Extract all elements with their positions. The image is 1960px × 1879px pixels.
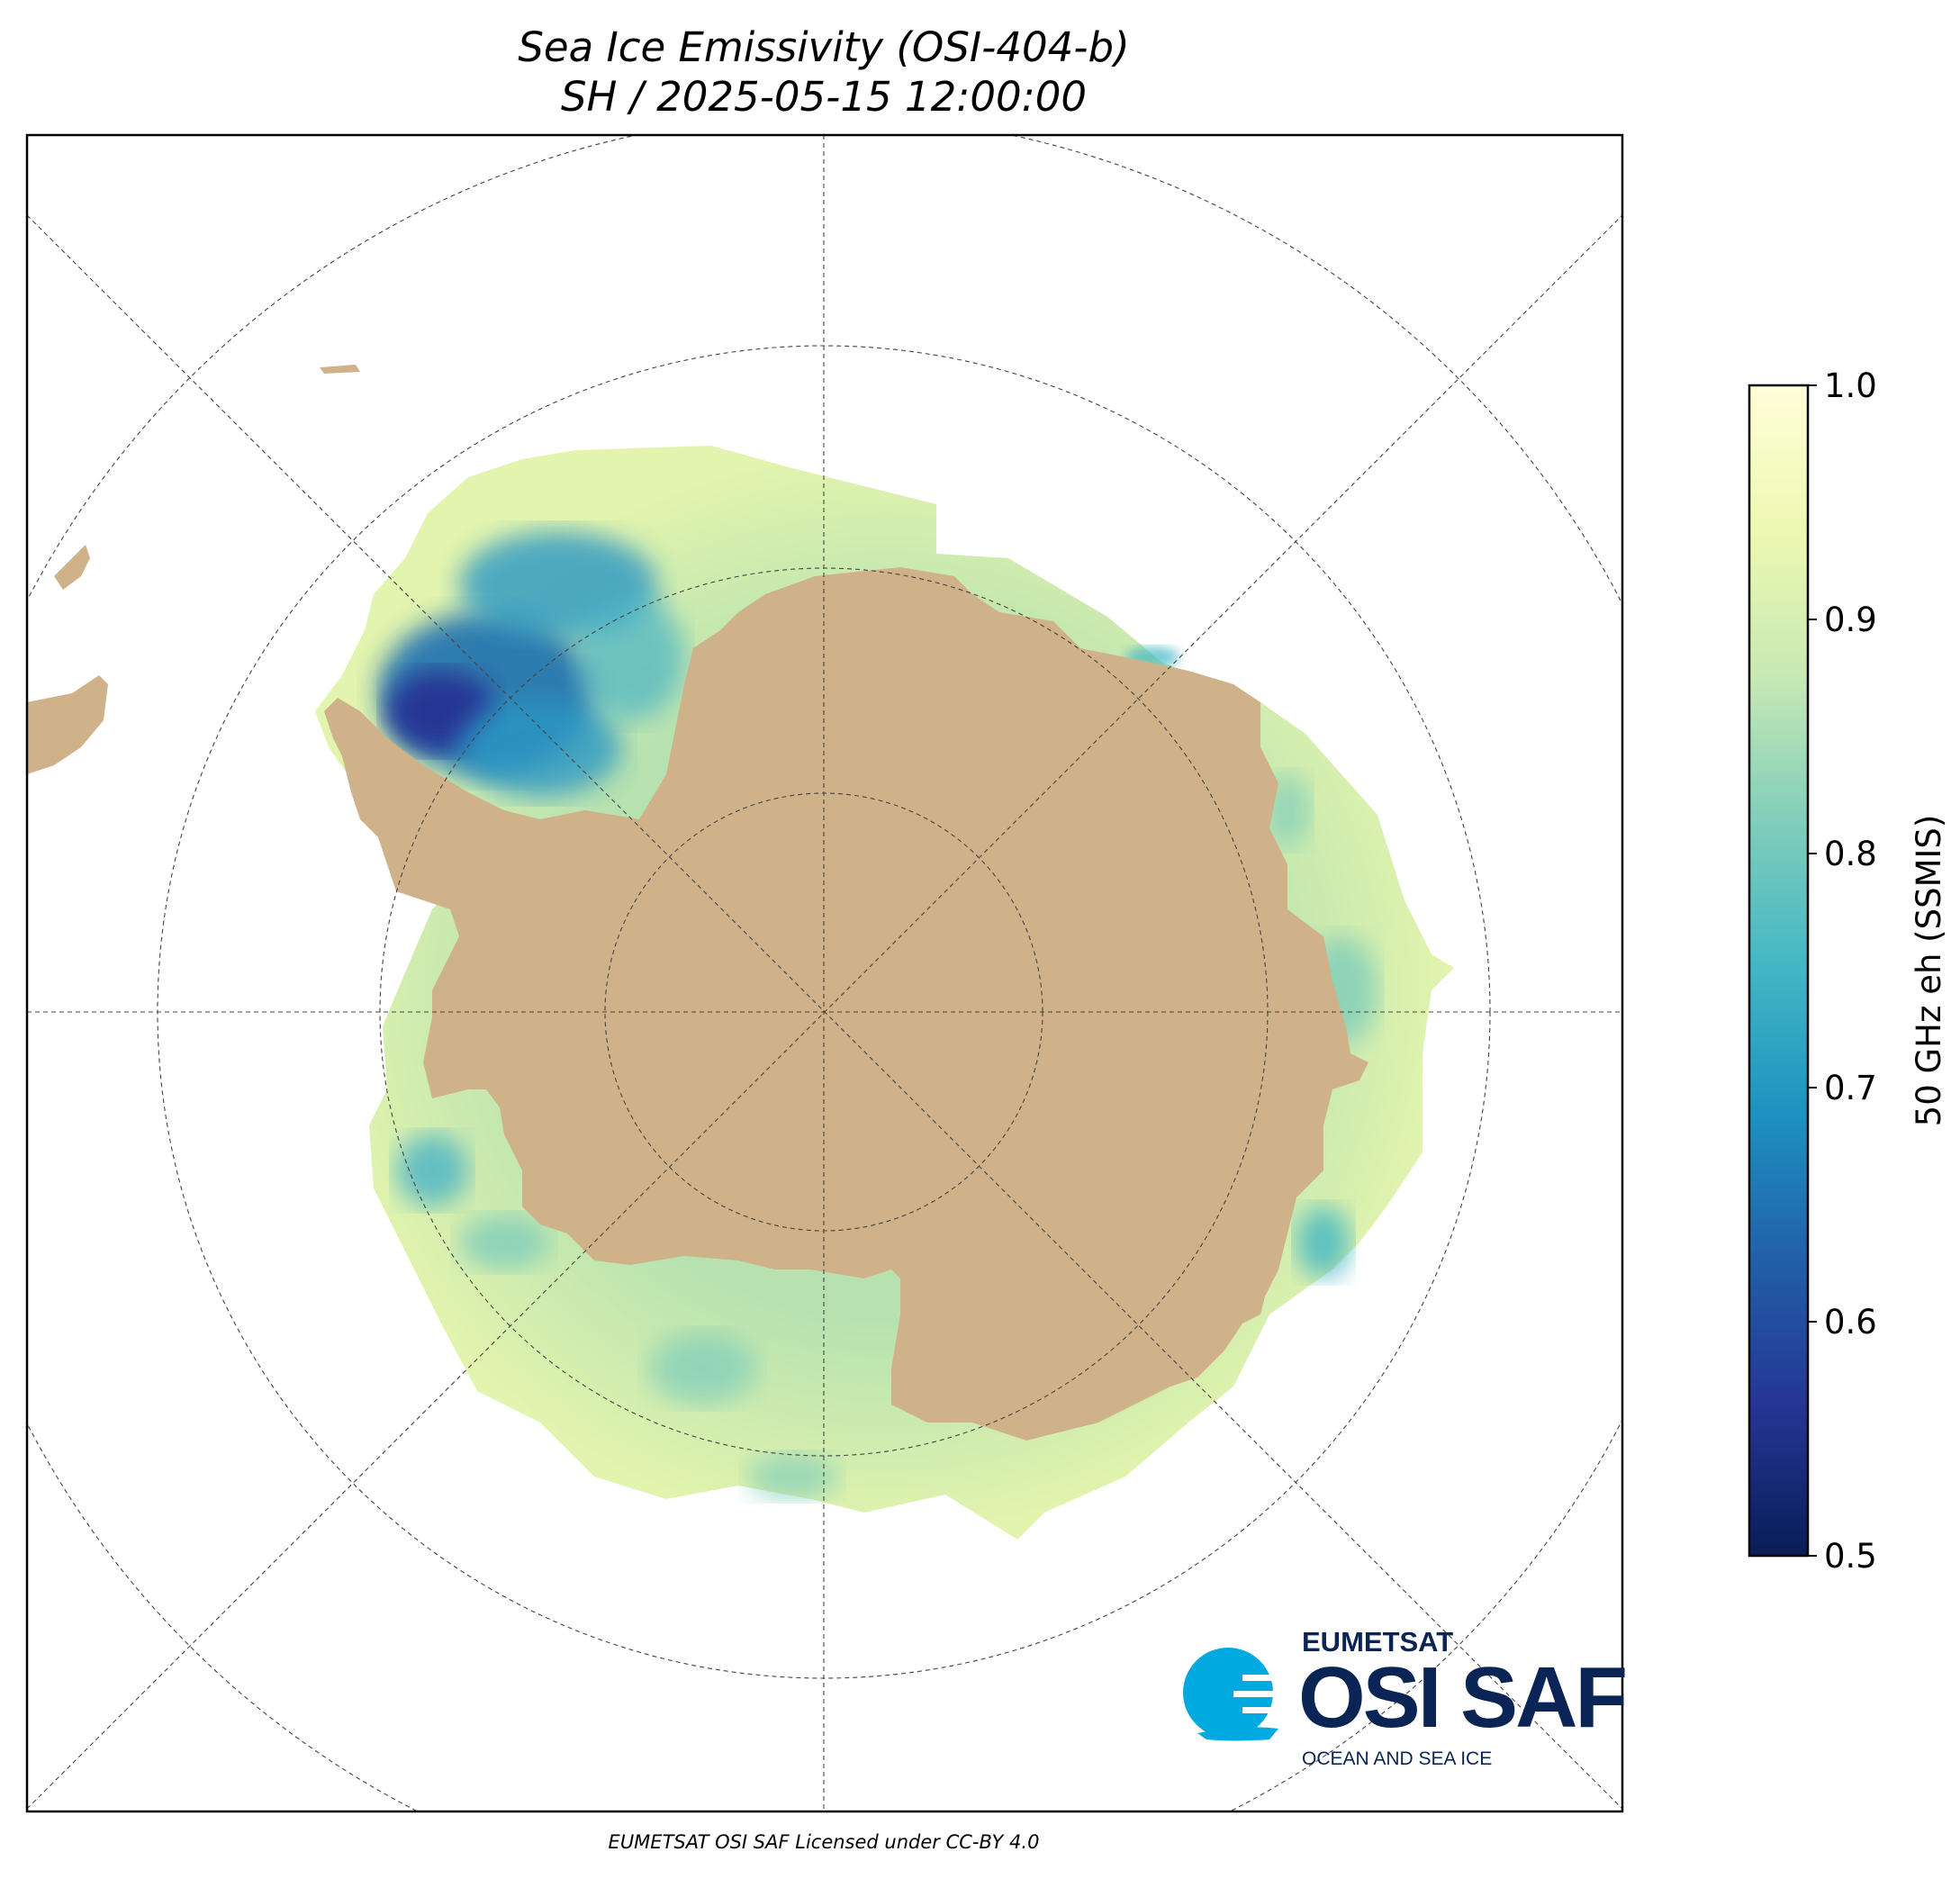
license-footer: EUMETSAT OSI SAF Licensed under CC-BY 4.… xyxy=(608,1831,1040,1853)
logo-eumetsat-text: EUMETSAT xyxy=(1302,1626,1454,1658)
logo-osisaf-text: OSI SAF xyxy=(1298,1649,1628,1746)
osisaf-logo-mark xyxy=(1183,1648,1283,1741)
new-zealand-north-land xyxy=(54,545,90,590)
chart-title-line-1: Sea Ice Emissivity (OSI-404-b) xyxy=(518,23,1130,71)
south-america-tip-land xyxy=(320,365,360,374)
graticule xyxy=(27,135,1622,1811)
new-zealand-land xyxy=(27,675,108,774)
antarctica-land xyxy=(324,567,1368,1441)
logo-subtitle-text: OCEAN AND SEA ICE xyxy=(1302,1748,1493,1769)
map-frame xyxy=(25,133,1624,1813)
chart-title-line-2: SH / 2025-05-15 12:00:00 xyxy=(560,73,1088,121)
